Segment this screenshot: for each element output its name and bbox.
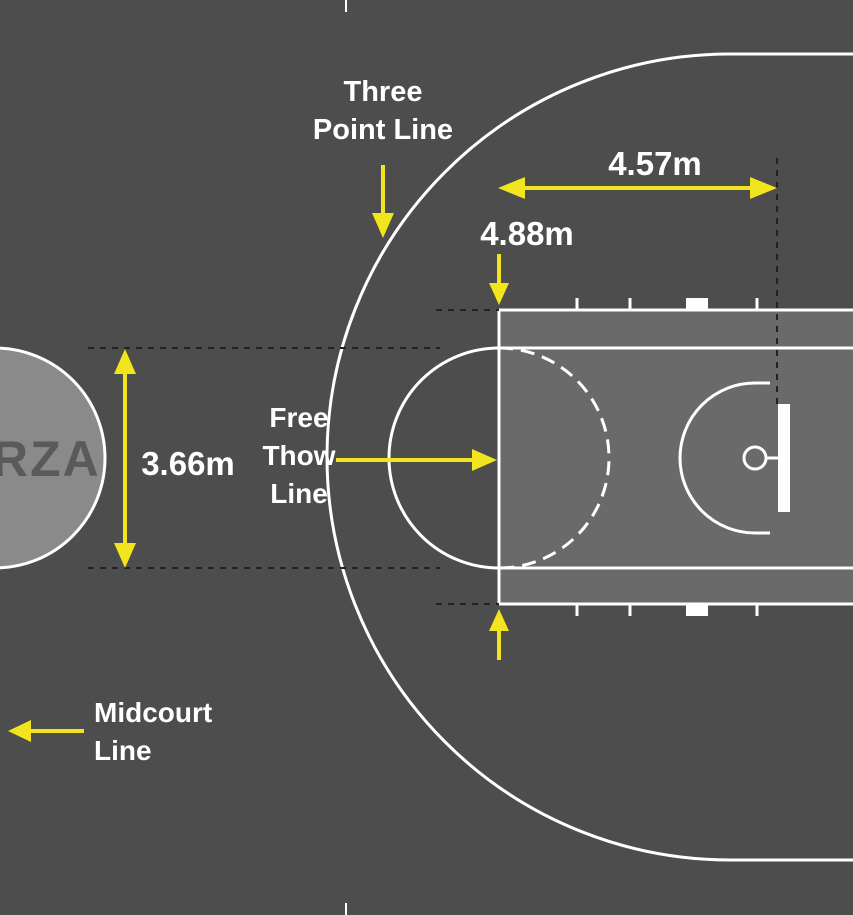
center-circle <box>0 346 107 570</box>
dimension-label-circle-diameter: 3.66m <box>141 445 235 482</box>
free-throw-label-line3: Line <box>270 478 328 509</box>
free-throw-circle-inner-dashed <box>498 346 611 570</box>
midcourt-label-line2: Line <box>94 735 152 766</box>
double-arrow-icon <box>114 349 136 568</box>
arrow-right-icon <box>336 449 497 471</box>
key-area <box>499 310 853 604</box>
logo-text: RZA <box>0 431 101 487</box>
three-point-label-line1: Three <box>344 76 423 108</box>
free-throw-label-line2: Thow <box>262 440 335 471</box>
arrow-up-icon <box>489 609 509 660</box>
lane-hash-marks <box>575 298 759 616</box>
double-arrow-icon <box>498 177 777 199</box>
arrow-down-icon <box>489 254 509 305</box>
dimension-label-key-width: 4.88m <box>480 215 574 252</box>
lane-block-top <box>686 298 708 310</box>
free-throw-label-line1: Free <box>269 402 328 433</box>
arrow-left-icon <box>8 720 84 742</box>
backboard <box>778 404 790 512</box>
lane-block-bottom <box>686 604 708 616</box>
arrow-down-icon <box>372 165 394 238</box>
three-point-line <box>325 52 853 862</box>
restricted-area-arc <box>678 381 770 535</box>
dashed-guides <box>88 158 778 605</box>
rim <box>742 445 768 471</box>
midcourt-label-line1: Midcourt <box>94 697 212 728</box>
three-point-label-line2: Point Line <box>313 114 453 146</box>
dimension-label-free-throw-to-basket: 4.57m <box>608 145 702 182</box>
